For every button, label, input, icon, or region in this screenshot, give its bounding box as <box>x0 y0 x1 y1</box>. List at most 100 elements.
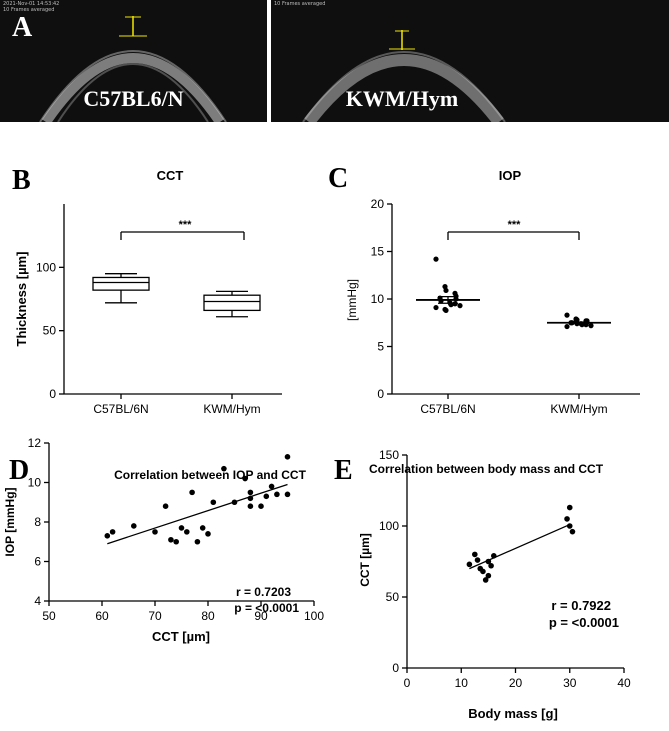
x-tick-label: KWM/Hym <box>203 402 260 416</box>
data-point <box>284 491 291 498</box>
y-axis-label: IOP [mmHg] <box>3 487 17 556</box>
y-tick-label: 50 <box>43 324 57 338</box>
oct-label-c57bl6n: C57BL6/N <box>83 86 184 111</box>
data-point <box>247 495 254 502</box>
x-tick-label: C57BL/6N <box>93 402 148 416</box>
data-point <box>564 516 570 522</box>
data-point <box>564 312 570 318</box>
y-tick-label: 0 <box>49 387 56 401</box>
y-tick-label: 10 <box>371 292 385 306</box>
oct-meta-left: 2021-Nov-01 14:53:42 10 Frames averaged <box>3 1 60 13</box>
data-point <box>210 499 217 506</box>
x-tick-label: 50 <box>42 609 56 623</box>
data-point <box>569 528 576 535</box>
panel-letter-e: E <box>334 455 353 486</box>
data-point <box>194 538 201 545</box>
data-point <box>566 504 573 511</box>
stats-p: p = <0.0001 <box>234 601 299 615</box>
data-point <box>258 503 264 510</box>
data-point <box>457 303 463 309</box>
y-tick-label: 0 <box>377 387 384 401</box>
data-point <box>263 493 270 500</box>
y-tick-label: 15 <box>371 245 385 259</box>
data-point <box>433 256 439 262</box>
data-point <box>205 531 211 537</box>
y-axis-label: CCT [µm] <box>358 533 372 587</box>
panel-letter-a: A <box>12 12 33 43</box>
oct-meta-right: 10 Frames averaged <box>274 1 326 7</box>
data-point <box>433 304 439 311</box>
data-point <box>443 287 449 294</box>
data-point <box>268 483 275 490</box>
panel-letter-c: C <box>328 163 349 194</box>
chart-title: CCT <box>157 168 184 183</box>
data-point <box>284 454 291 460</box>
data-point <box>152 529 158 535</box>
y-tick-label: 5 <box>377 340 384 354</box>
y-tick-label: 12 <box>28 436 42 450</box>
data-point <box>242 475 248 482</box>
x-tick-label: 80 <box>201 609 215 623</box>
oct-cornea-kwm-hym <box>302 30 506 122</box>
data-point <box>168 536 174 543</box>
x-tick-label: 90 <box>254 609 268 623</box>
data-point <box>247 503 254 510</box>
stats-p: p = <0.0001 <box>549 615 619 630</box>
data-point <box>482 577 489 583</box>
chart-title: Correlation between body mass and CCT <box>369 462 604 476</box>
panel-letter-b: B <box>12 165 31 196</box>
x-tick-label: KWM/Hym <box>550 402 607 416</box>
data-point <box>472 551 478 558</box>
data-point <box>109 529 116 535</box>
y-tick-label: 20 <box>371 197 385 211</box>
significance-label: *** <box>508 219 522 231</box>
y-tick-label: 6 <box>34 555 41 569</box>
x-axis-label: Body mass [g] <box>468 706 558 721</box>
x-tick-label: 10 <box>455 676 469 690</box>
x-tick-label: 70 <box>148 609 162 623</box>
data-point <box>199 525 206 531</box>
x-tick-label: 0 <box>404 676 411 690</box>
data-point <box>189 489 195 496</box>
data-point <box>162 503 169 510</box>
y-tick-label: 4 <box>34 594 41 608</box>
data-point <box>480 568 486 575</box>
x-tick-label: 100 <box>304 609 324 623</box>
data-point <box>131 523 137 529</box>
regression-line <box>107 483 288 545</box>
x-tick-label: 20 <box>509 676 523 690</box>
x-tick-label: 40 <box>617 676 631 690</box>
data-point <box>184 529 190 535</box>
data-point <box>491 553 497 559</box>
x-axis-label: CCT [µm] <box>152 629 210 644</box>
data-point <box>274 491 280 498</box>
y-tick-label: 150 <box>379 448 399 462</box>
data-point <box>566 523 573 529</box>
data-point <box>485 558 492 565</box>
regression-line <box>469 523 571 570</box>
data-point <box>178 525 185 531</box>
data-point <box>466 561 473 568</box>
y-tick-label: 100 <box>379 519 399 533</box>
data-point <box>588 323 594 329</box>
data-point <box>247 489 254 496</box>
data-point <box>173 538 179 545</box>
data-point <box>443 307 449 313</box>
data-point <box>104 533 111 539</box>
data-point <box>474 557 481 563</box>
box-body <box>92 276 150 291</box>
data-point <box>221 465 227 472</box>
y-tick-label: 10 <box>28 476 42 490</box>
x-tick-label: C57BL/6N <box>420 402 475 416</box>
chart-title: Correlation between IOP and CCT <box>114 468 306 482</box>
y-tick-label: 50 <box>386 590 400 604</box>
stats-r: r = 0.7922 <box>551 598 611 613</box>
y-axis-label: Thickness [µm] <box>14 252 29 347</box>
data-point <box>488 562 494 569</box>
panel-letter-d: D <box>9 455 30 486</box>
y-tick-label: 100 <box>36 260 56 274</box>
y-tick-label: 0 <box>392 661 399 675</box>
significance-label: *** <box>179 219 193 231</box>
y-axis-label: [mmHg] <box>345 279 359 321</box>
box-body <box>203 294 261 312</box>
